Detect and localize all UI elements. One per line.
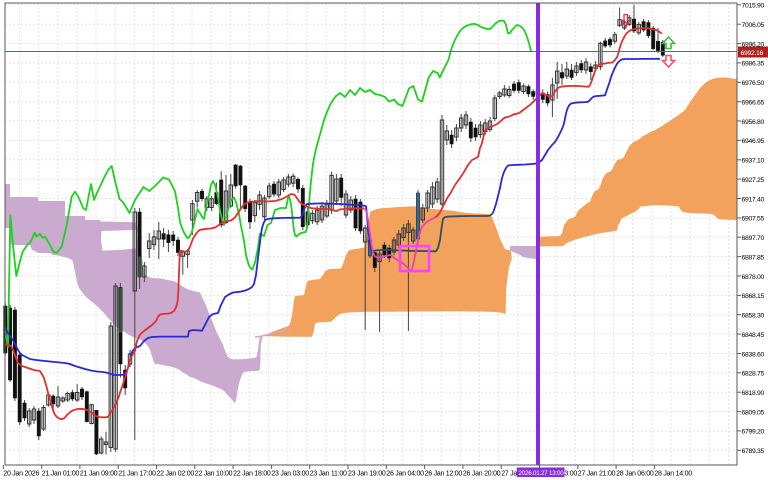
svg-text:26 Jan 20:00: 26 Jan 20:00 (463, 471, 501, 478)
svg-text:6789.35: 6789.35 (742, 448, 765, 455)
svg-text:21 Jan 01:00: 21 Jan 01:00 (42, 471, 80, 478)
svg-text:6858.30: 6858.30 (742, 313, 765, 320)
svg-text:6976.50: 6976.50 (742, 80, 765, 87)
svg-text:6848.45: 6848.45 (742, 332, 765, 339)
svg-text:23 Jan 03:00: 23 Jan 03:00 (271, 471, 309, 478)
svg-text:23 Jan 19:00: 23 Jan 19:00 (348, 471, 386, 478)
svg-text:22 Jan 10:00: 22 Jan 10:00 (195, 471, 233, 478)
svg-text:6868.15: 6868.15 (742, 293, 765, 300)
svg-text:22 Jan 02:00: 22 Jan 02:00 (157, 471, 195, 478)
svg-text:6887.85: 6887.85 (742, 254, 765, 261)
svg-text:23 Jan 11:00: 23 Jan 11:00 (310, 471, 347, 478)
svg-text:28 Jan 06:00: 28 Jan 06:00 (616, 471, 654, 478)
svg-text:26 Jan 12:00: 26 Jan 12:00 (425, 471, 463, 478)
svg-text:7015.90: 7015.90 (742, 3, 765, 10)
svg-text:6809.05: 6809.05 (742, 409, 765, 416)
svg-text:6956.80: 6956.80 (742, 119, 765, 126)
svg-text:2026.01.27 13:00: 2026.01.27 13:00 (519, 470, 565, 477)
svg-text:6897.70: 6897.70 (742, 235, 765, 242)
svg-text:6966.65: 6966.65 (742, 100, 765, 107)
svg-text:21 Jan 09:00: 21 Jan 09:00 (80, 471, 118, 478)
svg-text:6818.90: 6818.90 (742, 390, 765, 397)
svg-text:22 Jan 18:00: 22 Jan 18:00 (233, 471, 271, 478)
svg-text:6917.40: 6917.40 (742, 196, 765, 203)
svg-text:6828.75: 6828.75 (742, 371, 765, 378)
svg-text:6927.25: 6927.25 (742, 177, 765, 184)
svg-text:7006.05: 7006.05 (742, 22, 765, 29)
svg-text:6946.95: 6946.95 (742, 138, 765, 145)
svg-text:20 Jan 2026: 20 Jan 2026 (3, 471, 39, 478)
svg-text:6838.60: 6838.60 (742, 351, 765, 358)
svg-text:6937.10: 6937.10 (742, 158, 765, 165)
svg-text:27 Jan 21:00: 27 Jan 21:00 (578, 471, 616, 478)
svg-text:6907.55: 6907.55 (742, 216, 765, 223)
svg-text:6996.20: 6996.20 (742, 41, 765, 48)
svg-text:6992.16: 6992.16 (741, 50, 764, 57)
svg-text:28 Jan 14:00: 28 Jan 14:00 (654, 471, 692, 478)
svg-text:26 Jan 04:00: 26 Jan 04:00 (386, 471, 424, 478)
svg-text:6799.20: 6799.20 (742, 429, 765, 436)
svg-text:6986.35: 6986.35 (742, 61, 765, 68)
svg-text:6878.00: 6878.00 (742, 274, 765, 281)
svg-text:21 Jan 17:00: 21 Jan 17:00 (118, 471, 156, 478)
